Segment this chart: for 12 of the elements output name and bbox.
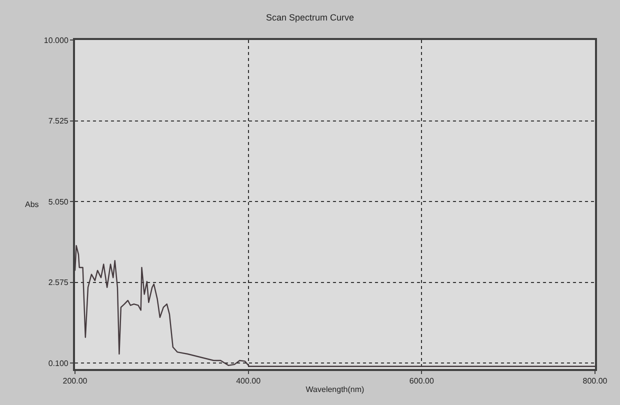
y-axis-title: Abs bbox=[25, 200, 39, 209]
y-tick-label: 10.000 bbox=[44, 36, 69, 45]
chart-title: Scan Spectrum Curve bbox=[266, 12, 354, 22]
y-tick-label: 0.100 bbox=[48, 358, 69, 368]
x-axis-title: Wavelength(nm) bbox=[306, 385, 365, 394]
x-tick-label: 800.00 bbox=[582, 376, 608, 386]
x-tick-label: 600.00 bbox=[409, 376, 434, 386]
y-tick-label: 7.525 bbox=[48, 116, 69, 126]
x-tick-label: 400.00 bbox=[236, 376, 262, 386]
y-tick-label: 5.050 bbox=[48, 197, 69, 206]
x-tick-label: 200.00 bbox=[62, 376, 88, 386]
y-tick-label: 2.575 bbox=[48, 278, 69, 288]
